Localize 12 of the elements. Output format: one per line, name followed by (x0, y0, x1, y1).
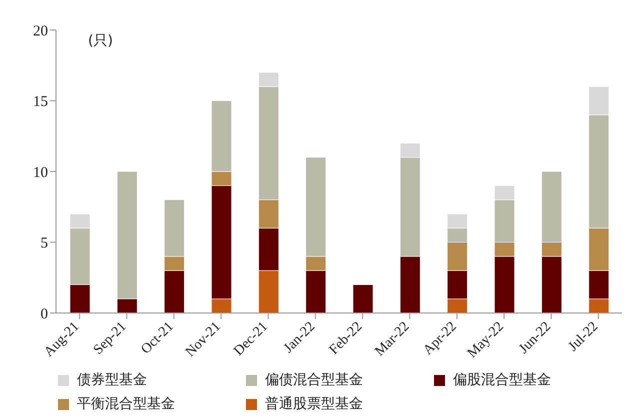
y-tick-label: 15 (33, 94, 48, 110)
bar (352, 284, 374, 313)
legend-label: 普通股票型基金 (265, 395, 363, 413)
y-tick-label: 20 (33, 23, 48, 40)
legend-label: 平衡混合型基金 (77, 395, 175, 413)
legend-label: 债券型基金 (77, 371, 147, 389)
y-tick-label: 0 (40, 306, 48, 322)
y-tick-label: 5 (40, 236, 48, 252)
legend-label: 偏债混合型基金 (265, 371, 363, 389)
y-tick-label: 10 (33, 164, 48, 181)
legend-label: 偏股混合型基金 (453, 371, 551, 389)
annotation: (只) (88, 32, 113, 50)
